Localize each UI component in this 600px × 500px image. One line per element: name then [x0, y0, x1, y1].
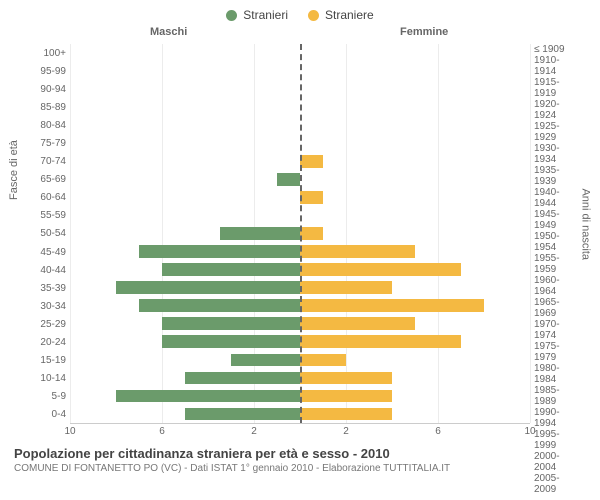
birth-label: 1910-1914 [534, 55, 580, 77]
bar-female [300, 354, 346, 367]
age-label: 80-84 [20, 116, 66, 134]
age-label: 95-99 [20, 62, 66, 80]
age-label: 25-29 [20, 315, 66, 333]
x-tick: 10 [64, 426, 75, 437]
birth-label: 1970-1974 [534, 319, 580, 341]
bar-female [300, 390, 392, 403]
x-axis-ticks: 10622610 [70, 426, 530, 440]
chart-column-headers: Maschi Femmine [0, 26, 600, 44]
age-label: 70-74 [20, 153, 66, 171]
birth-label: 1940-1944 [534, 187, 580, 209]
birth-label: 1990-1994 [534, 407, 580, 429]
y-axis-left-label: Fasce di età [8, 140, 20, 200]
bar-male [231, 354, 300, 367]
age-label: 5-9 [20, 388, 66, 406]
bar-female [300, 281, 392, 294]
bar-female [300, 317, 415, 330]
bar-female [300, 155, 323, 168]
bar-male [185, 408, 300, 421]
age-label: 0-4 [20, 406, 66, 424]
age-label: 45-49 [20, 243, 66, 261]
age-label: 15-19 [20, 352, 66, 370]
bar-female [300, 335, 461, 348]
x-tick: 10 [524, 426, 535, 437]
bars-container [70, 44, 530, 424]
plot-area: 100+95-9990-9485-8980-8475-7970-7465-696… [20, 44, 580, 424]
birth-label: 1995-1999 [534, 429, 580, 451]
birth-label: 1945-1949 [534, 209, 580, 231]
birth-label: 1950-1954 [534, 231, 580, 253]
legend-swatch [308, 10, 319, 21]
y-axis-right-label: Anni di nascita [580, 188, 592, 260]
bar-female [300, 191, 323, 204]
x-tick: 6 [159, 426, 165, 437]
bar-female [300, 263, 461, 276]
age-label: 90-94 [20, 80, 66, 98]
bar-male [162, 263, 300, 276]
birth-label: 2000-2004 [534, 451, 580, 473]
bar-female [300, 245, 415, 258]
age-label: 20-24 [20, 334, 66, 352]
age-label: 55-59 [20, 207, 66, 225]
bar-male [139, 299, 300, 312]
header-males: Maschi [150, 26, 187, 38]
birth-label: 2005-2009 [534, 473, 580, 495]
population-pyramid-chart: Stranieri Straniere Maschi Femmine Fasce … [0, 0, 600, 500]
bar-male [162, 317, 300, 330]
legend-label: Straniere [325, 8, 374, 22]
bar-male [116, 390, 300, 403]
bar-female [300, 299, 484, 312]
bar-female [300, 227, 323, 240]
age-label: 75-79 [20, 134, 66, 152]
age-label: 50-54 [20, 225, 66, 243]
bar-male [116, 281, 300, 294]
age-label: 60-64 [20, 189, 66, 207]
birth-label: 1985-1989 [534, 385, 580, 407]
age-label: 65-69 [20, 171, 66, 189]
chart-footer: Popolazione per cittadinanza straniera p… [0, 440, 600, 474]
bar-female [300, 408, 392, 421]
x-tick: 6 [435, 426, 441, 437]
header-females: Femmine [400, 26, 448, 38]
legend-swatch [226, 10, 237, 21]
bar-female [300, 372, 392, 385]
birth-label: 1930-1934 [534, 143, 580, 165]
age-label: 100+ [20, 44, 66, 62]
age-label: 10-14 [20, 370, 66, 388]
birth-label: 1960-1964 [534, 275, 580, 297]
birth-label: 1975-1979 [534, 341, 580, 363]
bar-male [162, 335, 300, 348]
birth-label: 1925-1929 [534, 121, 580, 143]
legend-item: Stranieri [226, 8, 288, 22]
bar-male [139, 245, 300, 258]
age-label: 30-34 [20, 297, 66, 315]
bar-male [185, 372, 300, 385]
legend-item: Straniere [308, 8, 374, 22]
x-tick: 2 [251, 426, 257, 437]
birth-label: 1935-1939 [534, 165, 580, 187]
age-label: 35-39 [20, 279, 66, 297]
birth-label: 1955-1959 [534, 253, 580, 275]
chart-subtitle: COMUNE DI FONTANETTO PO (VC) - Dati ISTA… [14, 463, 586, 474]
birth-label: 1920-1924 [534, 99, 580, 121]
x-tick: 2 [343, 426, 349, 437]
age-label: 40-44 [20, 261, 66, 279]
bar-male [277, 173, 300, 186]
legend: Stranieri Straniere [0, 0, 600, 26]
y-axis-birth-labels: ≤ 19091910-19141915-19191920-19241925-19… [530, 44, 580, 424]
birth-label: 1915-1919 [534, 77, 580, 99]
birth-label: 1980-1984 [534, 363, 580, 385]
birth-label: 1965-1969 [534, 297, 580, 319]
birth-label: ≤ 1909 [534, 44, 580, 55]
age-label: 85-89 [20, 98, 66, 116]
y-axis-age-labels: 100+95-9990-9485-8980-8475-7970-7465-696… [20, 44, 70, 424]
bar-male [220, 227, 301, 240]
legend-label: Stranieri [243, 8, 288, 22]
center-divider [300, 44, 302, 423]
chart-title: Popolazione per cittadinanza straniera p… [14, 446, 586, 461]
